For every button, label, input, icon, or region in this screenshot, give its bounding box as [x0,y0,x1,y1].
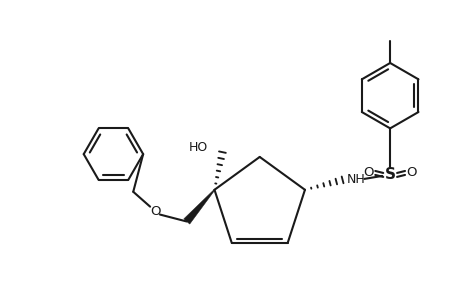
Text: S: S [384,167,395,182]
Polygon shape [184,190,214,224]
Text: O: O [150,205,160,218]
Text: O: O [362,167,373,179]
Text: NH: NH [347,173,365,186]
Text: O: O [406,167,416,179]
Text: HO: HO [189,141,208,154]
